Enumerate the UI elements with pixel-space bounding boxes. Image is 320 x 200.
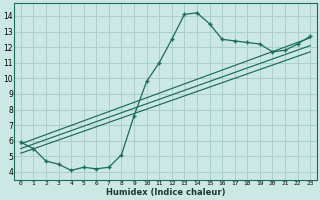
- X-axis label: Humidex (Indice chaleur): Humidex (Indice chaleur): [106, 188, 225, 197]
